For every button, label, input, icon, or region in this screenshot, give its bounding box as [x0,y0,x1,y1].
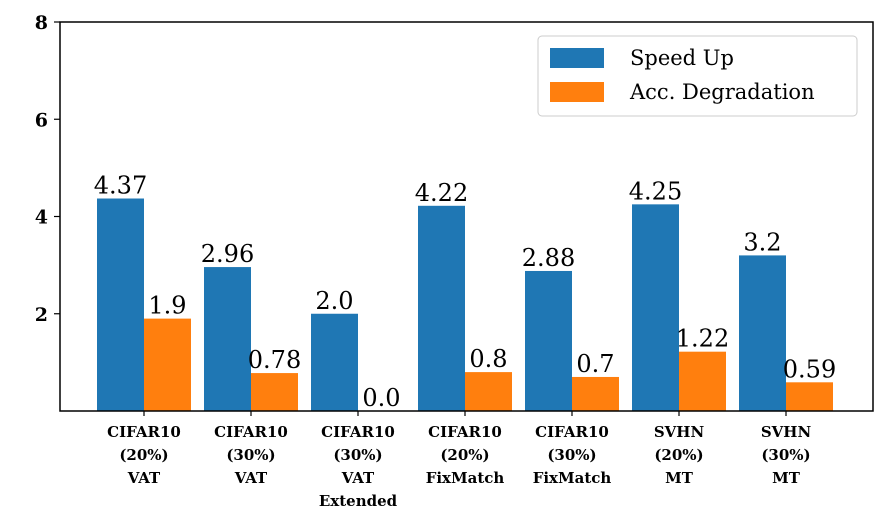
bar-acc-degradation [572,376,619,411]
x-tick-label: SVHN [761,423,812,441]
x-tick-label: MT [772,469,801,487]
y-axis: 2 4 6 8 [35,12,60,326]
x-tick-label: VAT [127,469,161,487]
value-label: 1.9 [148,292,186,320]
bar-speed-up [418,205,465,411]
value-label: 2.96 [201,240,254,268]
bar-acc-degradation [465,372,512,411]
x-tick-label: CIFAR10 [321,423,395,441]
value-label: 0.8 [469,345,507,373]
legend-swatch-speed-up [550,48,604,68]
x-tick-label: Extended [319,492,398,510]
x-tick-label: (30%) [761,446,810,464]
bar-acc-degradation [786,382,833,411]
x-tick-label: CIFAR10 [535,423,609,441]
y-tick-label: 2 [35,304,48,326]
legend: Speed Up Acc. Degradation [537,35,858,117]
x-tick-label: (30%) [333,446,382,464]
legend-swatch-acc-degradation [550,82,604,102]
bars-layer [97,198,833,411]
legend-label: Acc. Degradation [629,80,815,104]
bar-speed-up [739,255,786,411]
x-tick-label: CIFAR10 [428,423,502,441]
bar-speed-up [525,270,572,411]
value-label: 2.88 [522,244,575,272]
x-axis: CIFAR10 (20%) VAT CIFAR10 (30%) VAT CIFAR10 (30… [107,411,811,510]
x-tick-label: (20%) [440,446,489,464]
x-tick-label: FixMatch [533,469,612,487]
legend-box [537,35,858,117]
x-tick-label: MT [665,469,694,487]
x-tick-label: FixMatch [426,469,505,487]
y-tick-label: 8 [35,12,48,34]
bar-speed-up [632,204,679,411]
value-label: 2.0 [315,287,353,315]
legend-label: Speed Up [630,46,734,70]
value-label: 0.59 [783,355,836,383]
x-tick-label: VAT [341,469,375,487]
value-label: 4.37 [94,172,147,200]
bar-speed-up [311,313,358,411]
x-tick-label: (30%) [226,446,275,464]
x-tick-label: CIFAR10 [107,423,181,441]
bar-speed-up [204,267,251,411]
value-label: 0.7 [576,350,614,378]
value-labels-layer: 4.37 1.9 2.96 0.78 2.0 0.0 4.22 0.8 2.88 0.7 4.25 1… [94,172,836,412]
x-tick-label: VAT [234,469,268,487]
value-label: 0.0 [362,384,400,412]
value-label: 4.25 [629,177,682,205]
y-tick-label: 6 [35,109,48,131]
bar-speed-up [97,198,144,411]
x-tick-label: (20%) [119,446,168,464]
value-label: 3.2 [743,228,781,256]
x-tick-label: SVHN [654,423,705,441]
bar-acc-degradation [144,318,191,411]
bar-acc-degradation [251,373,298,411]
value-label: 4.22 [415,179,468,207]
y-tick-label: 4 [35,207,48,229]
x-tick-label: CIFAR10 [214,423,288,441]
value-label: 1.22 [676,325,729,353]
bar-acc-degradation [679,351,726,411]
x-tick-label: (30%) [547,446,596,464]
value-label: 0.78 [248,346,301,374]
x-tick-label: (20%) [654,446,703,464]
